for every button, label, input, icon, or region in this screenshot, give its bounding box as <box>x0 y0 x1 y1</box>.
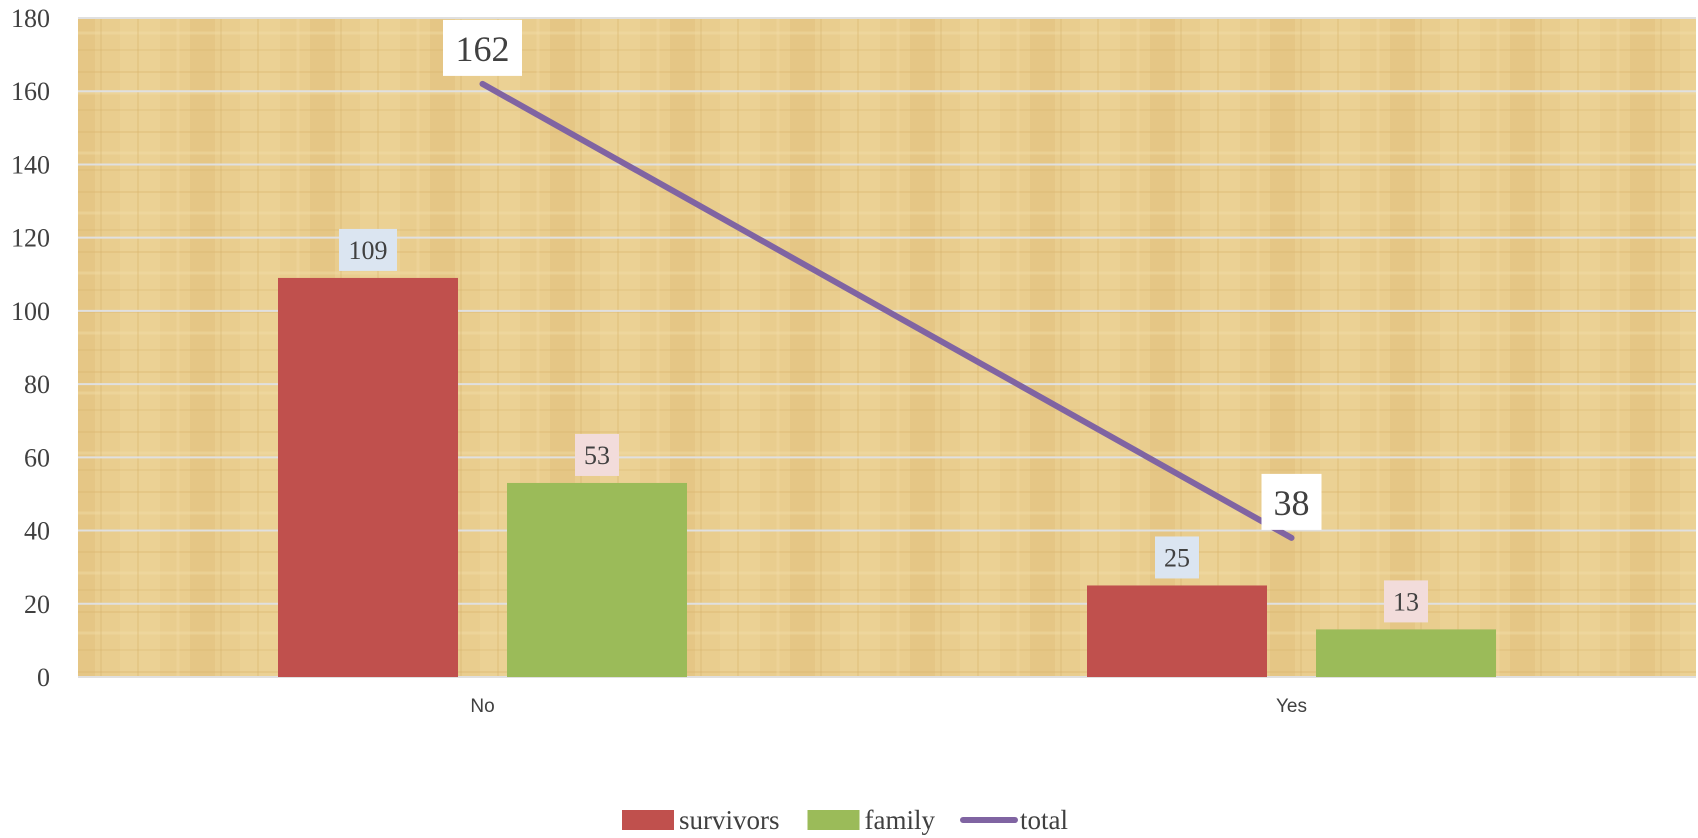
data-label-total: 162 <box>456 29 510 69</box>
data-label-survivors: 109 <box>349 236 388 265</box>
data-label-box <box>339 228 397 271</box>
data-label-family: 13 <box>1393 587 1419 616</box>
y-tick-label: 40 <box>24 517 50 546</box>
data-label-survivors: 25 <box>1164 543 1190 572</box>
y-tick-label: 120 <box>11 224 50 253</box>
data-label-box <box>443 19 522 76</box>
legend-label-family: family <box>865 805 936 835</box>
line-total <box>479 80 1295 541</box>
data-label-box <box>1261 473 1322 530</box>
data-label-box <box>1384 580 1428 623</box>
y-tick-label: 80 <box>24 370 50 399</box>
data-label-box <box>575 433 619 476</box>
legend-label-survivors: survivors <box>679 805 780 835</box>
y-tick-label: 160 <box>11 77 50 106</box>
bar-family-yes <box>1316 629 1496 677</box>
legend-swatch-family <box>807 810 860 830</box>
x-category-label: No <box>470 696 494 717</box>
y-tick-label: 0 <box>37 663 50 692</box>
x-category-label: Yes <box>1276 696 1307 717</box>
data-label-total: 38 <box>1274 483 1310 523</box>
data-label-family: 53 <box>584 441 610 470</box>
legend-swatch-survivors <box>622 810 674 830</box>
y-tick-label: 100 <box>11 297 50 326</box>
bar-survivors-yes <box>1087 585 1267 677</box>
y-tick-label: 180 <box>11 4 50 33</box>
data-label-box <box>1155 536 1199 579</box>
legend-label-total: total <box>1020 805 1068 835</box>
bar-survivors-no <box>278 277 458 677</box>
bar-family-no <box>507 482 687 677</box>
y-tick-label: 20 <box>24 590 50 619</box>
y-tick-label: 60 <box>24 443 50 472</box>
y-tick-label: 140 <box>11 150 50 179</box>
